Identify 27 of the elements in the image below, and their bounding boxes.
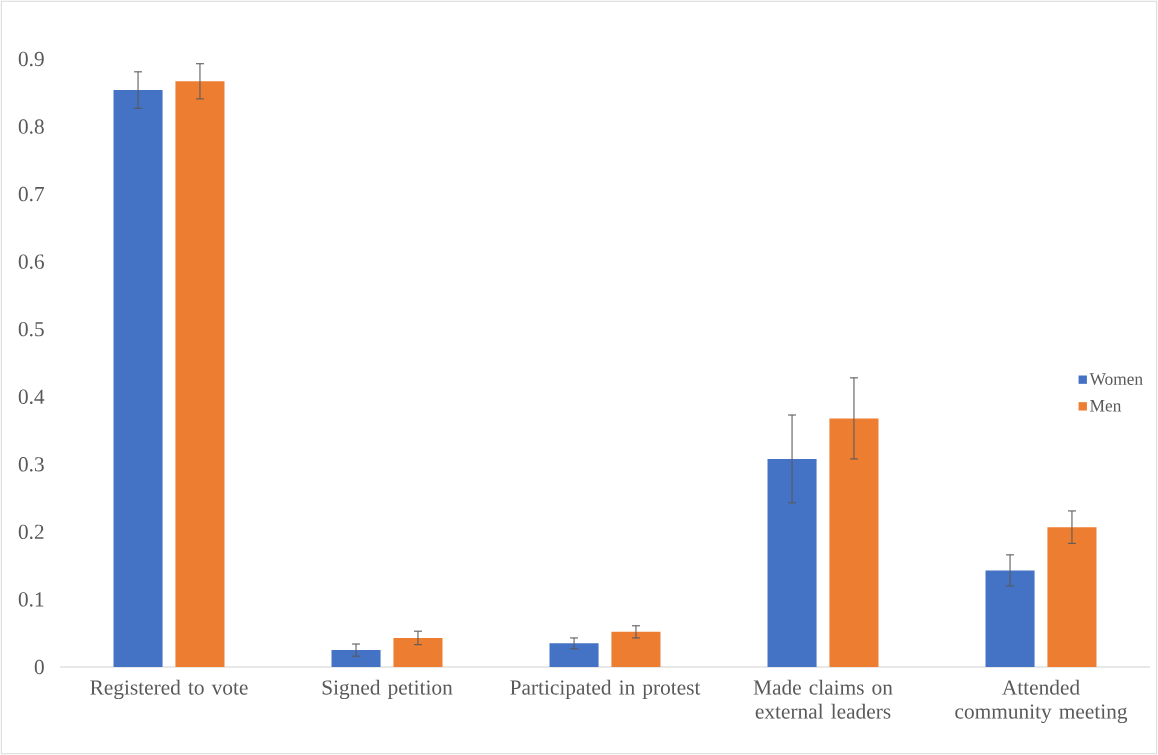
x-tick-label: Signed petition — [322, 679, 453, 700]
y-tick-label: 0.5 — [18, 321, 44, 337]
x-tick-label: Attended community meeting — [955, 679, 1128, 724]
y-tick-label: 0.8 — [18, 119, 44, 134]
bar — [331, 650, 381, 667]
y-tick-label: 0.6 — [18, 254, 44, 269]
x-tick-label: Participated in protest — [510, 679, 701, 700]
y-tick-label: 0.2 — [18, 524, 44, 540]
bar — [767, 458, 817, 667]
x-tick-label: Made claims on external leaders — [753, 679, 893, 719]
y-tick-label: 0.4 — [18, 389, 45, 405]
y-tick-label: 0.1 — [18, 592, 44, 607]
y-tick-label: 0.3 — [18, 457, 44, 472]
bar — [985, 570, 1035, 667]
bar — [829, 418, 879, 667]
bar — [393, 637, 443, 667]
y-tick-label: 0.7 — [18, 186, 45, 202]
x-tick-label: Registered to vote — [90, 679, 248, 700]
bar — [113, 90, 163, 667]
y-tick-label: 0 — [34, 659, 44, 675]
bar — [549, 643, 599, 667]
bar — [175, 81, 225, 667]
legend-label: Men — [1090, 400, 1122, 412]
y-tick-label: 0.9 — [18, 51, 44, 67]
legend-label: Women — [1089, 373, 1143, 385]
bar — [1047, 527, 1097, 667]
bar — [611, 631, 661, 667]
